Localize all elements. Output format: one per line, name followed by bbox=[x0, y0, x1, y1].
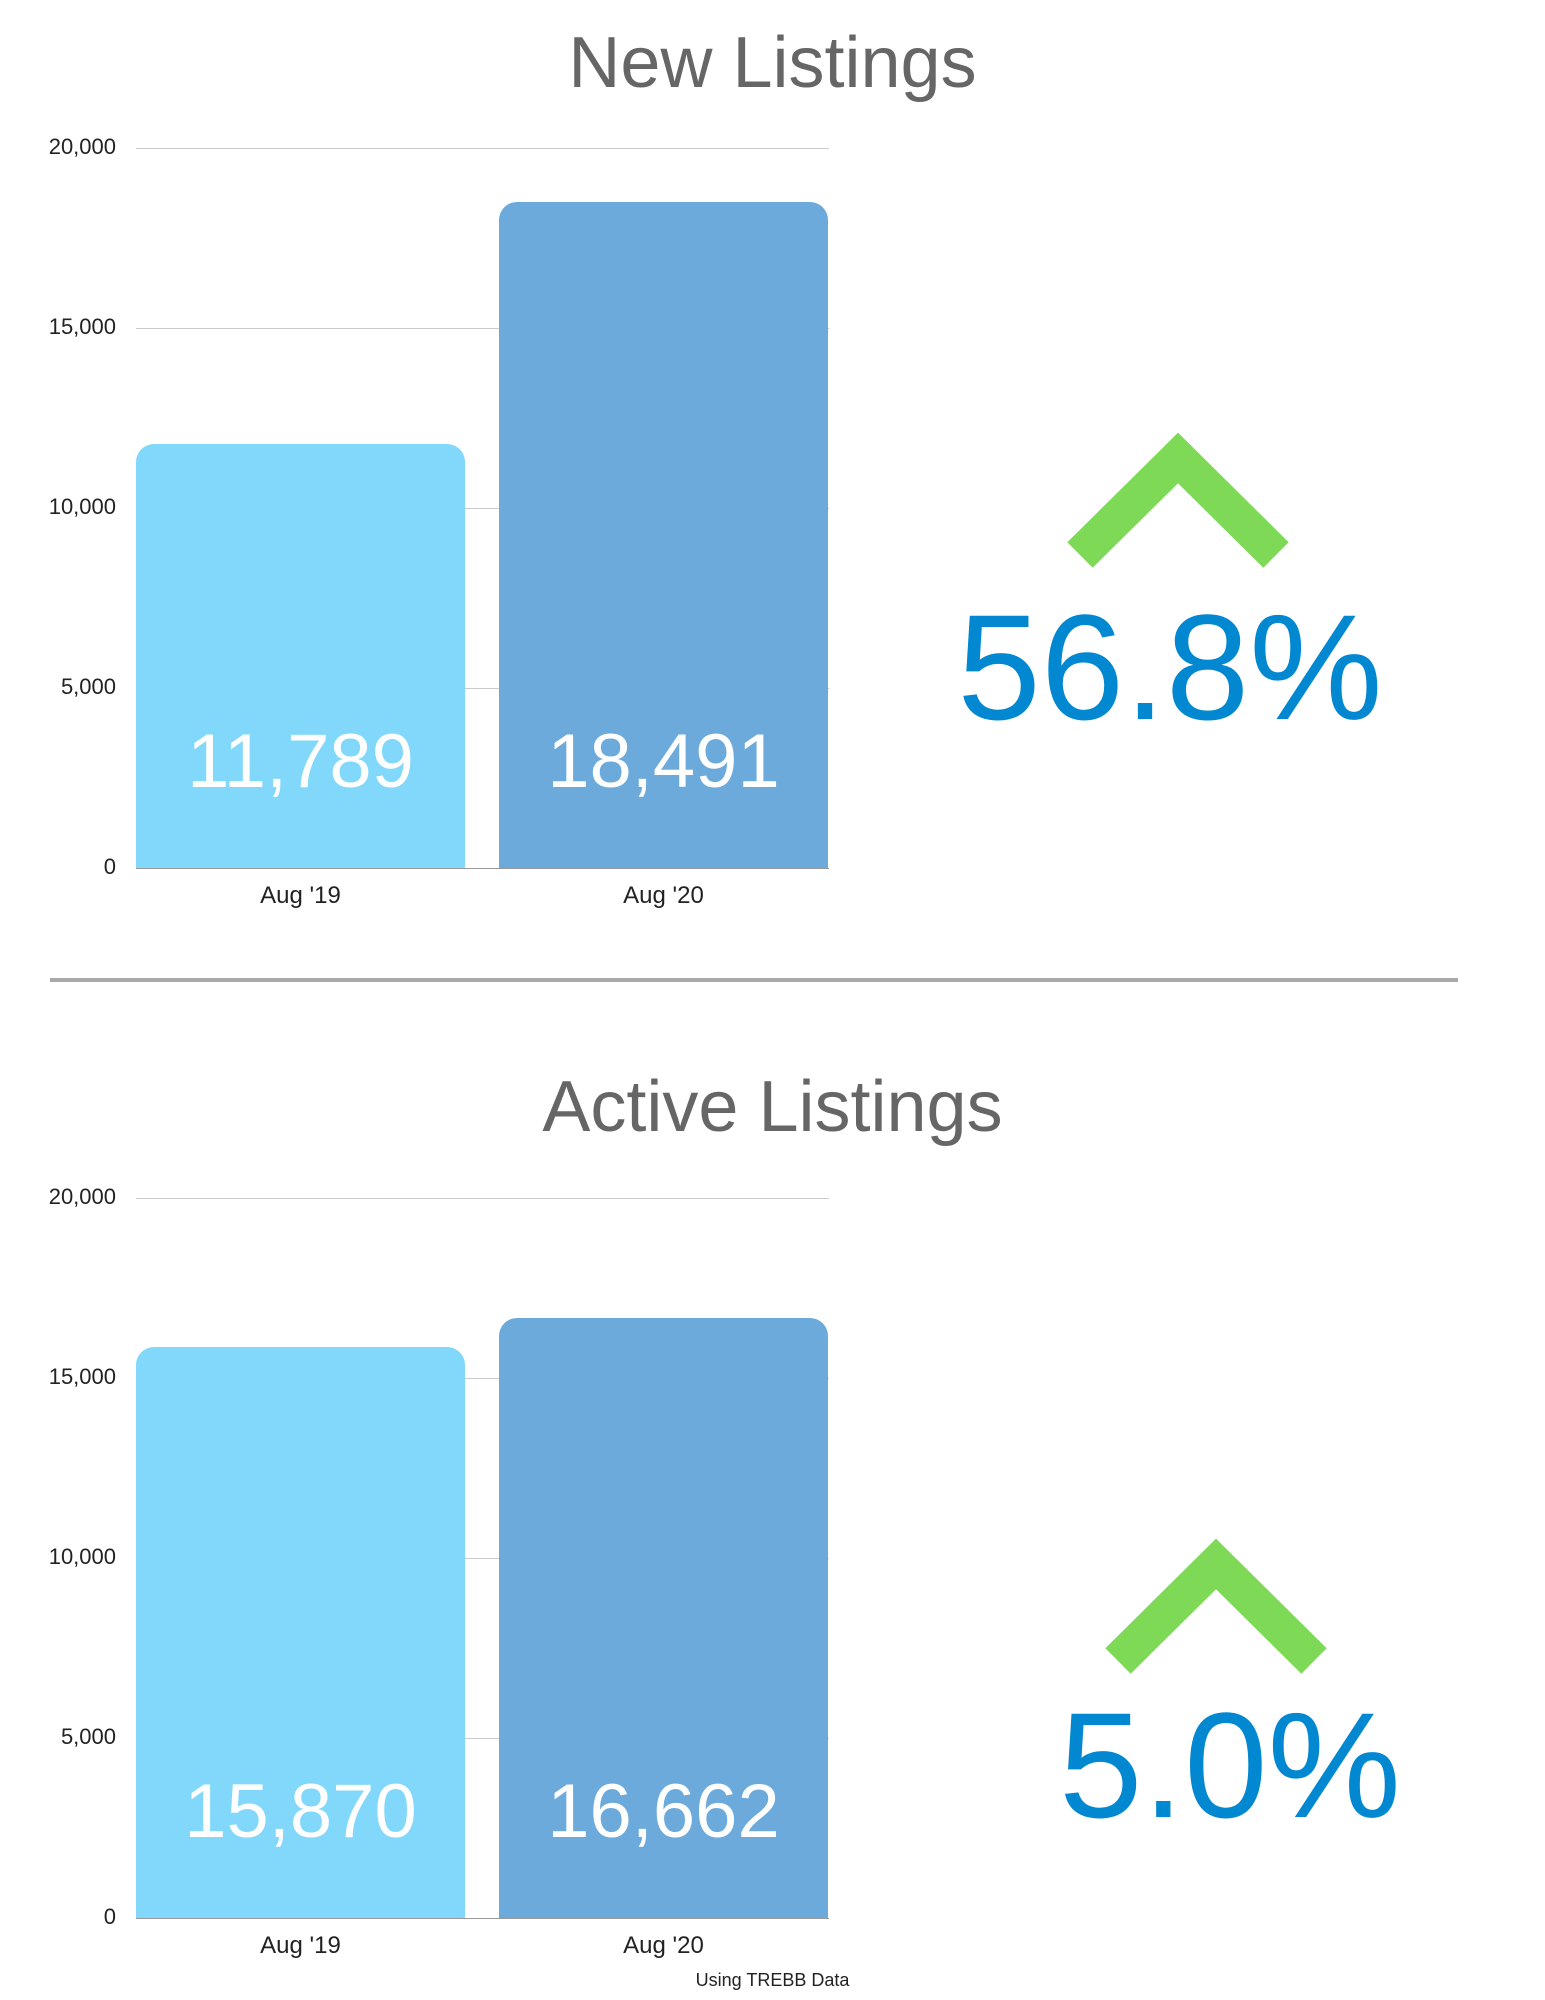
x-category-label: Aug '20 bbox=[623, 882, 704, 909]
x-category-label: Aug '19 bbox=[260, 1932, 341, 1959]
up-chevron-icon bbox=[1105, 1538, 1327, 1674]
percent-change-active-listings: 5.0% bbox=[1059, 1681, 1401, 1849]
y-tick-label: 10,000 bbox=[48, 1544, 116, 1569]
y-tick-label: 5,000 bbox=[60, 1724, 116, 1749]
bar-value-label: 16,662 bbox=[547, 1769, 780, 1854]
bar bbox=[499, 202, 828, 868]
x-axis-line bbox=[136, 1918, 829, 1919]
x-category-label: Aug '20 bbox=[623, 1932, 704, 1959]
percent-change-new-listings: 56.8% bbox=[957, 583, 1383, 751]
gridline bbox=[136, 1198, 829, 1199]
bar-value-label: 11,789 bbox=[187, 719, 414, 804]
gridline bbox=[136, 1738, 829, 1739]
y-tick-label: 0 bbox=[103, 854, 116, 879]
y-tick-label: 20,000 bbox=[48, 134, 116, 159]
bar bbox=[136, 1346, 465, 1918]
y-tick-label: 0 bbox=[103, 1904, 116, 1929]
bar bbox=[136, 443, 465, 868]
chart-title-active-listings: Active Listings bbox=[542, 1067, 1003, 1147]
gridline bbox=[136, 148, 829, 149]
data-source-note: Using TREBB Data bbox=[695, 1970, 850, 1990]
gridline bbox=[136, 1558, 829, 1559]
y-tick-label: 10,000 bbox=[48, 494, 116, 519]
y-tick-label: 15,000 bbox=[48, 314, 116, 339]
bar-value-label: 15,870 bbox=[184, 1769, 417, 1854]
y-tick-label: 15,000 bbox=[48, 1364, 116, 1389]
chart-title-new-listings: New Listings bbox=[568, 23, 977, 103]
gridline bbox=[136, 688, 829, 689]
bar-value-label: 18,491 bbox=[547, 719, 780, 804]
bar bbox=[499, 1318, 828, 1918]
x-axis-line bbox=[136, 868, 829, 869]
y-tick-label: 5,000 bbox=[60, 674, 116, 699]
y-tick-label: 20,000 bbox=[48, 1184, 116, 1209]
up-chevron-icon bbox=[1067, 432, 1289, 568]
gridline bbox=[136, 508, 829, 509]
section-divider bbox=[50, 978, 1458, 982]
x-category-label: Aug '19 bbox=[260, 882, 341, 909]
gridline bbox=[136, 1378, 829, 1379]
gridline bbox=[136, 328, 829, 329]
